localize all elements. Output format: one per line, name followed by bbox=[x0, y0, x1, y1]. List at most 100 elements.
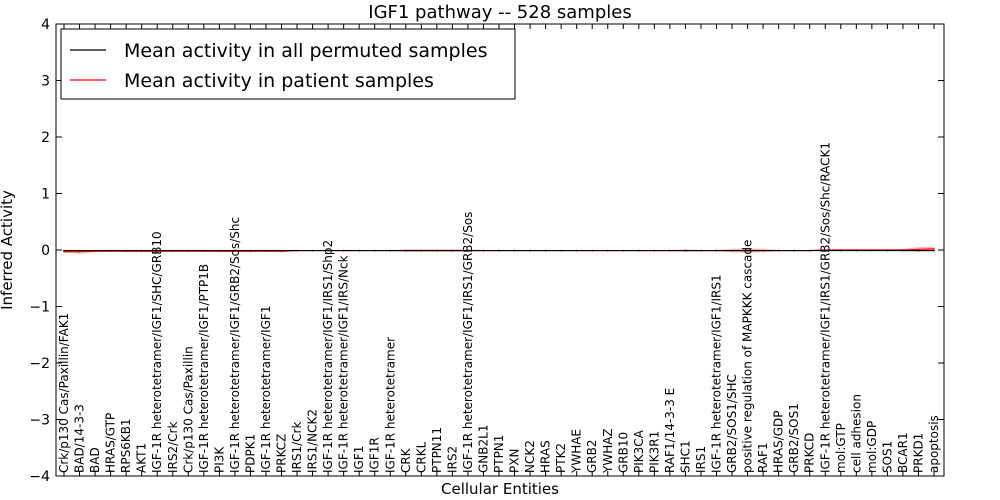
category-label: HRAS bbox=[539, 440, 553, 473]
category-label: Crk/p130 Cas/Paxillin/FAK1 bbox=[57, 313, 71, 473]
category-label: PI3K bbox=[212, 446, 226, 473]
permuted-point bbox=[839, 249, 842, 252]
permuted-point bbox=[762, 249, 764, 252]
permuted-point bbox=[311, 249, 314, 252]
y-tick-label: 1 bbox=[41, 187, 50, 203]
permuted-point bbox=[140, 249, 143, 252]
patient-point bbox=[63, 250, 65, 253]
category-label: PIK3R1 bbox=[647, 431, 661, 473]
permuted-point bbox=[606, 249, 609, 252]
category-label: IRS1/NCK2 bbox=[306, 409, 320, 473]
category-labels: Crk/p130 Cas/Paxillin/FAK1 BAD/14-3-3 BAD H… bbox=[57, 142, 941, 474]
permuted-point bbox=[218, 249, 221, 252]
y-tick-label: 2 bbox=[41, 130, 50, 146]
category-label: IGF1 bbox=[352, 446, 366, 473]
permuted-point bbox=[917, 249, 920, 252]
permuted-point bbox=[125, 249, 127, 252]
permuted-point bbox=[777, 249, 780, 252]
category-label: PRKCD bbox=[803, 433, 817, 473]
category-label: IGF-1R heterotetramer/IGF1/IRS1/GRB2/Sos bbox=[461, 212, 475, 473]
permuted-point bbox=[560, 249, 562, 252]
category-label: IRS1/Crk bbox=[290, 422, 304, 473]
permuted-point bbox=[731, 249, 733, 252]
permuted-point bbox=[544, 249, 547, 252]
category-label: apoptosis bbox=[927, 415, 941, 473]
category-label: HRAS/GTP bbox=[104, 413, 118, 473]
category-label: GRB2 bbox=[585, 439, 599, 473]
permuted-point bbox=[187, 249, 190, 252]
permuted-point bbox=[420, 249, 423, 252]
permuted-point bbox=[902, 249, 904, 252]
permuted-point bbox=[746, 249, 749, 252]
permuted-point bbox=[249, 249, 252, 252]
category-label: RAF1/14-3-3 E bbox=[663, 388, 677, 473]
category-label: IGF-1R heterotetramer/IGF1/IRS1/GRB2/Sos… bbox=[818, 142, 832, 473]
permuted-point bbox=[933, 249, 935, 252]
permuted-point bbox=[451, 249, 454, 252]
category-label: cell adhesion bbox=[849, 394, 863, 473]
permuted-point bbox=[467, 249, 469, 252]
permuted-point bbox=[78, 249, 81, 252]
category-label: IGF-1R heterotetramer/IGF1 bbox=[259, 306, 273, 473]
permuted-point bbox=[436, 249, 438, 252]
category-label: BCAR1 bbox=[896, 432, 910, 473]
category-label: mol:GTP bbox=[834, 423, 848, 473]
permuted-point bbox=[265, 249, 267, 252]
permuted-point bbox=[653, 249, 656, 252]
category-label: IGF-1R heterotetramer/IGF1/GRB2/Sos/Shc bbox=[228, 217, 242, 473]
permuted-point bbox=[296, 249, 298, 252]
category-label: positive regulation of MAPKKK cascade bbox=[741, 240, 755, 473]
permuted-point bbox=[871, 249, 873, 252]
category-label: GRB10 bbox=[616, 432, 630, 473]
permuted-point bbox=[669, 249, 671, 252]
category-label: PDPK1 bbox=[243, 434, 257, 473]
category-label: SOS1 bbox=[880, 441, 894, 473]
category-label: PTK2 bbox=[554, 443, 568, 473]
permuted-point bbox=[808, 249, 811, 252]
permuted-point bbox=[824, 249, 827, 252]
category-label: IRS2 bbox=[445, 446, 459, 473]
permuted-point bbox=[575, 249, 578, 252]
y-tick-label: −1 bbox=[29, 300, 50, 316]
permuted-point bbox=[622, 249, 625, 252]
category-label: GRB2/SOS1/SHC bbox=[725, 374, 739, 473]
category-label: RAF1 bbox=[756, 442, 770, 473]
y-tick-label: −2 bbox=[29, 356, 50, 372]
permuted-point bbox=[513, 249, 516, 252]
permuted-point bbox=[109, 249, 112, 252]
category-label: IGF-1R heterotetramer bbox=[383, 337, 397, 473]
category-label: AKT1 bbox=[135, 443, 149, 473]
permuted-point bbox=[529, 249, 531, 252]
category-label: IGF1R bbox=[368, 437, 382, 473]
category-label: IGF-1R heterotetramer/IGF1/PTP1B bbox=[197, 264, 211, 473]
category-label: GRB2/SOS1 bbox=[787, 403, 801, 473]
legend-label-permuted: Mean activity in all permuted samples bbox=[124, 40, 487, 62]
permuted-point bbox=[342, 249, 345, 252]
permuted-point bbox=[373, 249, 376, 252]
x-axis bbox=[63, 24, 935, 476]
category-label: PXN bbox=[508, 449, 522, 473]
permuted-point bbox=[684, 249, 687, 252]
series-line-group bbox=[63, 248, 935, 253]
category-label: Crk/p130 Cas/Paxillin bbox=[181, 346, 195, 473]
category-label: PTPN1 bbox=[492, 435, 506, 473]
permuted-point bbox=[280, 249, 283, 252]
category-label: PIK3CA bbox=[632, 429, 646, 473]
permuted-point bbox=[482, 249, 485, 252]
category-label: IGF-1R heterotetramer/IGF1/IRS1 bbox=[710, 274, 724, 473]
category-label: IGF-1R heterotetramer/IGF1/IRS1/Shp2 bbox=[321, 240, 335, 473]
category-label: YWHAZ bbox=[601, 428, 615, 474]
category-label: GNB2L1 bbox=[476, 425, 490, 473]
legend-label-patient: Mean activity in patient samples bbox=[124, 70, 434, 92]
y-tick-label: 0 bbox=[41, 243, 50, 259]
category-label: CRK bbox=[399, 447, 413, 473]
permuted-point bbox=[591, 249, 594, 252]
legend-box bbox=[60, 28, 516, 100]
category-label: NCK2 bbox=[523, 440, 537, 473]
category-label: IRS2/Crk bbox=[166, 422, 180, 473]
x-axis-label: Cellular Entities bbox=[441, 480, 559, 498]
patient-point bbox=[917, 248, 920, 251]
legend: Mean activity in all permuted samples Me… bbox=[60, 28, 516, 100]
permuted-point bbox=[715, 249, 718, 252]
permuted-point bbox=[498, 249, 500, 252]
